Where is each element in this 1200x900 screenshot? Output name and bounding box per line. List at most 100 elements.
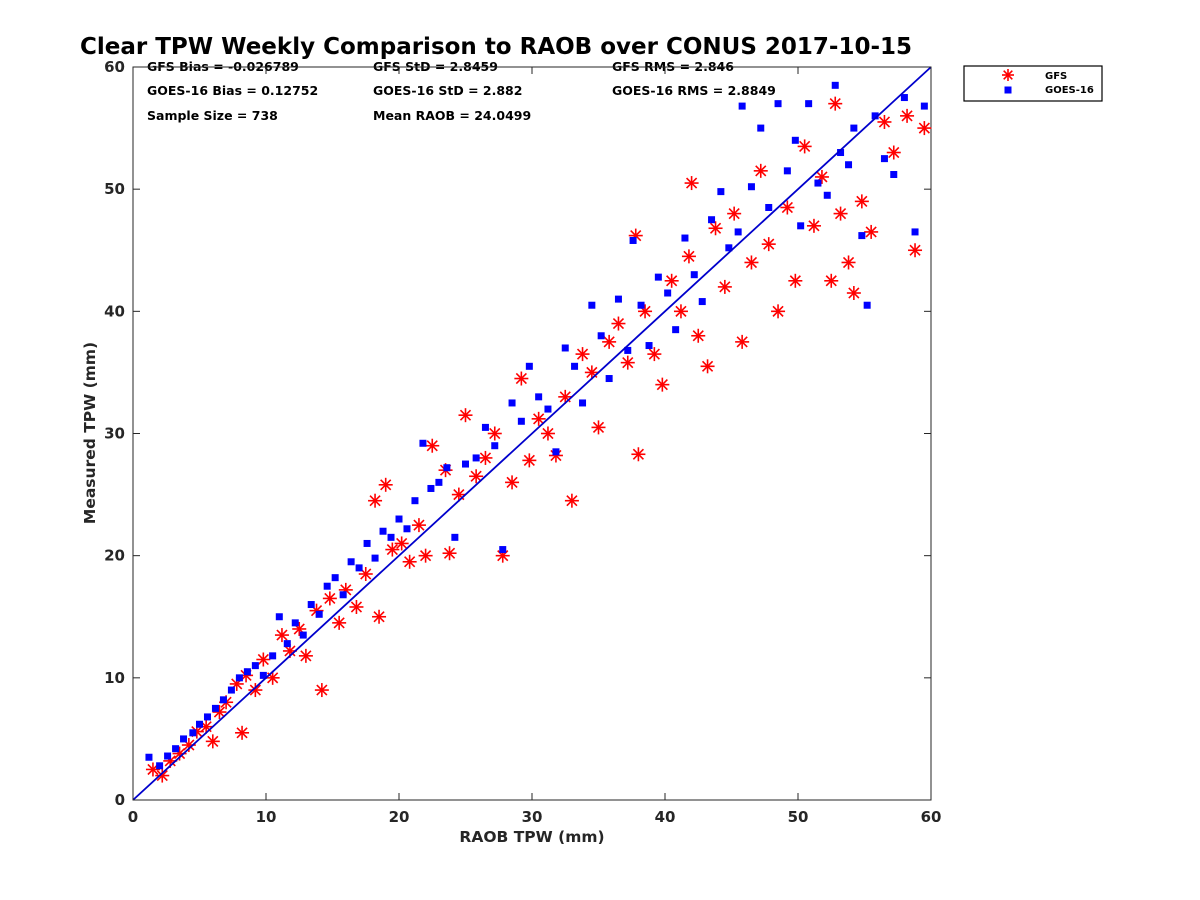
goes16-point <box>629 236 637 244</box>
stat-mean-raob: Mean RAOB = 24.0499 <box>373 108 531 123</box>
legend: GFS GOES-16 <box>963 65 1103 102</box>
y-tick-label: 10 <box>104 669 125 687</box>
goes16-point <box>451 533 459 541</box>
stat-goes-std: GOES-16 StD = 2.882 <box>373 83 522 98</box>
gfs-point <box>744 255 759 270</box>
gfs-point <box>655 377 670 392</box>
goes16-point <box>871 112 879 120</box>
gfs-point <box>522 453 537 468</box>
gfs-point <box>540 426 555 441</box>
gfs-point <box>442 546 457 561</box>
gfs-point <box>717 279 732 294</box>
goes16-point <box>837 149 845 157</box>
goes16-point <box>283 640 291 648</box>
gfs-point <box>235 725 250 740</box>
stat-sample-size: Sample Size = 738 <box>147 108 278 123</box>
gfs-point <box>368 493 383 508</box>
goes16-point <box>275 613 283 621</box>
goes16-point <box>180 735 188 743</box>
goes16-point <box>805 100 813 108</box>
goes16-point <box>920 102 928 110</box>
goes16-point <box>614 295 622 303</box>
x-tick-label: 50 <box>788 808 809 826</box>
gfs-point <box>828 96 843 111</box>
legend-square-icon <box>1004 86 1012 94</box>
gfs-point <box>908 243 923 258</box>
goes16-point <box>443 464 451 472</box>
x-tick-label: 20 <box>389 808 410 826</box>
gfs-point <box>205 734 220 749</box>
gfs-point <box>900 108 915 123</box>
goes16-point <box>299 631 307 639</box>
x-tick-label: 40 <box>655 808 676 826</box>
goes16-point <box>654 273 662 281</box>
gfs-point <box>886 145 901 160</box>
goes16-point <box>765 203 773 211</box>
goes16-point <box>725 244 733 252</box>
gfs-point <box>841 255 856 270</box>
goes16-point <box>243 668 251 676</box>
gfs-point <box>332 615 347 630</box>
legend-box <box>963 65 1103 102</box>
goes16-point <box>552 448 560 456</box>
gfs-point <box>385 542 400 557</box>
stat-goes-rms: GOES-16 RMS = 2.8849 <box>612 83 776 98</box>
goes16-point <box>774 100 782 108</box>
gfs-point <box>708 221 723 236</box>
goes16-point <box>561 344 569 352</box>
y-tick-label: 20 <box>104 547 125 565</box>
goes16-point <box>269 652 277 660</box>
goes16-point <box>605 375 613 383</box>
goes16-point <box>491 442 499 450</box>
goes16-point <box>690 271 698 279</box>
goes16-point <box>395 515 403 523</box>
gfs-point <box>620 355 635 370</box>
gfs-point <box>673 304 688 319</box>
goes16-point <box>863 301 871 309</box>
goes16-point <box>331 574 339 582</box>
gfs-point <box>378 477 393 492</box>
y-tick-label: 50 <box>104 180 125 198</box>
goes16-point <box>814 179 822 187</box>
gfs-point <box>575 347 590 362</box>
goes16-point <box>379 527 387 535</box>
goes16-point <box>323 582 331 590</box>
goes16-point <box>164 752 172 760</box>
goes16-point <box>698 298 706 306</box>
legend-label-goes16: GOES-16 <box>1045 85 1094 96</box>
goes16-point <box>347 558 355 566</box>
goes16-point <box>211 704 219 712</box>
gfs-point <box>864 224 879 239</box>
gfs-point <box>761 237 776 252</box>
y-tick-label: 40 <box>104 302 125 320</box>
goes16-point <box>681 234 689 242</box>
goes16-point <box>499 546 507 554</box>
goes16-point <box>371 554 379 562</box>
statistics-block: GFS Bias = -0.026789 GFS StD = 2.8459 GF… <box>147 59 776 123</box>
goes16-point <box>823 191 831 199</box>
goes16-point <box>911 228 919 236</box>
gfs-point <box>425 438 440 453</box>
goes16-point <box>900 94 908 102</box>
stat-goes-bias: GOES-16 Bias = 0.12752 <box>147 83 318 98</box>
goes16-point <box>850 124 858 132</box>
gfs-point <box>647 347 662 362</box>
goes16-point <box>571 362 579 370</box>
legend-marker-gfs <box>1002 69 1014 81</box>
chart-title: Clear TPW Weekly Comparison to RAOB over… <box>80 34 912 60</box>
goes16-point <box>535 393 543 401</box>
goes16-point <box>672 326 680 334</box>
gfs-point <box>314 683 329 698</box>
x-tick-label: 10 <box>256 808 277 826</box>
y-tick-label: 0 <box>115 791 125 809</box>
gfs-point <box>684 176 699 191</box>
gfs-point <box>531 411 546 426</box>
goes16-point <box>339 591 347 599</box>
gfs-point <box>514 371 529 386</box>
legend-asterisk-icon <box>1002 69 1014 81</box>
goes16-point <box>791 136 799 144</box>
gfs-point <box>411 518 426 533</box>
x-tick-label: 60 <box>921 808 942 826</box>
goes16-point <box>355 564 363 572</box>
legend-label-gfs: GFS <box>1045 71 1067 82</box>
